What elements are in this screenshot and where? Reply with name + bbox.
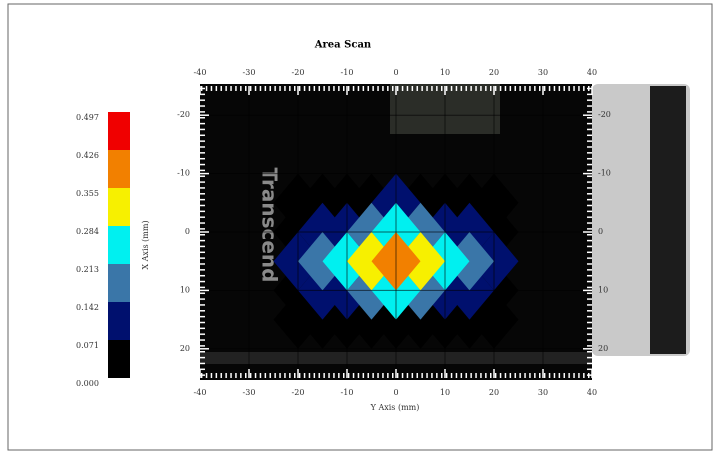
x-tick-label: -30 bbox=[243, 388, 256, 397]
x-tick-label: -40 bbox=[194, 68, 207, 77]
colorbar-segment bbox=[108, 112, 130, 150]
x-tick-label: -10 bbox=[341, 68, 354, 77]
colorbar-label: 0.000 bbox=[76, 379, 99, 388]
x-tick-label: 20 bbox=[489, 388, 499, 397]
colorbar-segment bbox=[108, 188, 130, 226]
y-tick-label: -10 bbox=[598, 169, 611, 178]
y-tick-label: 10 bbox=[180, 285, 190, 294]
y-tick-label: -20 bbox=[598, 110, 611, 119]
colorbar-label: 0.213 bbox=[76, 265, 99, 274]
x-tick-label: -40 bbox=[194, 388, 207, 397]
x-tick-label: 30 bbox=[538, 388, 548, 397]
colorbar-label: 0.355 bbox=[76, 189, 99, 198]
y-tick-label: 20 bbox=[180, 344, 190, 353]
x-tick-label: 0 bbox=[393, 388, 398, 397]
y-tick-label: 0 bbox=[185, 227, 190, 236]
x-tick-label: 10 bbox=[440, 388, 450, 397]
colorbar-segment bbox=[108, 302, 130, 340]
x-tick-label: 20 bbox=[489, 68, 499, 77]
chart-title: Area Scan bbox=[314, 40, 372, 51]
x-tick-label: 40 bbox=[587, 68, 597, 77]
colorbar-label: 0.284 bbox=[76, 227, 99, 236]
x-tick-label: 30 bbox=[538, 68, 548, 77]
y-tick-label: 10 bbox=[598, 285, 608, 294]
colorbar-segment bbox=[108, 150, 130, 188]
chart: Transcend Area Scan Y Axis (mm) X Axis (… bbox=[0, 0, 720, 452]
colorbar-label: 0.426 bbox=[76, 151, 99, 160]
x-tick-label: -30 bbox=[243, 68, 256, 77]
y-tick-label: -10 bbox=[177, 169, 190, 178]
colorbar-label: 0.071 bbox=[76, 341, 99, 350]
colorbar-label: 0.497 bbox=[76, 113, 99, 122]
x-tick-label: 40 bbox=[587, 388, 597, 397]
colorbar-segment bbox=[108, 340, 130, 378]
x-axis-label: Y Axis (mm) bbox=[370, 403, 420, 412]
colorbar-label: 0.142 bbox=[76, 303, 99, 312]
colorbar-segment bbox=[108, 226, 130, 264]
colorbar-segment bbox=[108, 264, 130, 302]
x-tick-label: -10 bbox=[341, 388, 354, 397]
y-tick-label: -20 bbox=[177, 110, 190, 119]
x-tick-label: -20 bbox=[292, 68, 305, 77]
x-tick-label: -20 bbox=[292, 388, 305, 397]
x-tick-label: 0 bbox=[393, 68, 398, 77]
y-axis-label: X Axis (mm) bbox=[141, 220, 150, 269]
x-tick-label: 10 bbox=[440, 68, 450, 77]
y-tick-label: 0 bbox=[598, 227, 603, 236]
y-tick-label: 20 bbox=[598, 344, 608, 353]
